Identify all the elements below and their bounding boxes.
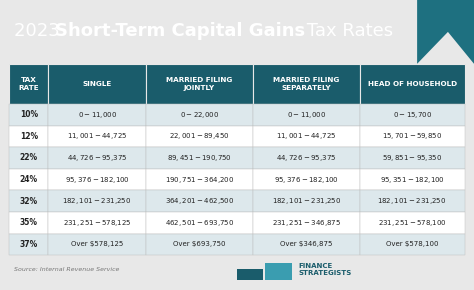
Text: $0  -  $22,000: $0 - $22,000 (180, 110, 219, 120)
Bar (48, 64, 146, 104)
Bar (146, 126, 253, 147)
Text: MARRIED FILING
JOINTLY: MARRIED FILING JOINTLY (166, 77, 233, 91)
Bar (253, 147, 360, 169)
Text: $0  -  $11,000: $0 - $11,000 (287, 110, 326, 120)
Bar (9, 64, 48, 104)
Bar (146, 191, 253, 212)
Text: TAX
RATE: TAX RATE (18, 77, 39, 91)
Bar (146, 64, 253, 104)
Bar (253, 212, 360, 234)
Bar (9, 234, 48, 255)
Bar (9, 212, 48, 234)
Text: $15,701  -  $59,850: $15,701 - $59,850 (382, 131, 442, 142)
Bar (48, 104, 146, 126)
Text: 10%: 10% (20, 110, 38, 119)
Text: $11,001  -  $44,725: $11,001 - $44,725 (67, 131, 127, 142)
Text: $95,351  -  $182,100: $95,351 - $182,100 (380, 175, 445, 185)
Text: $0  -  $15,700: $0 - $15,700 (392, 110, 432, 120)
Text: $89,451  -  $190,750: $89,451 - $190,750 (167, 153, 232, 163)
Bar (253, 191, 360, 212)
Text: Source: Internal Revenue Service: Source: Internal Revenue Service (14, 267, 119, 272)
Bar (360, 147, 465, 169)
Text: $231,251  -  $578,100: $231,251 - $578,100 (378, 218, 447, 228)
Bar (253, 64, 360, 104)
Text: $22,001  -  $89,450: $22,001 - $89,450 (169, 131, 230, 142)
Bar (360, 234, 465, 255)
Text: $231,251  -  $578,125: $231,251 - $578,125 (63, 218, 131, 228)
Bar (360, 169, 465, 191)
Bar (253, 169, 360, 191)
Text: Over $578,125: Over $578,125 (71, 241, 123, 247)
Bar (360, 191, 465, 212)
Text: $182,101  -  $231,250: $182,101 - $231,250 (272, 196, 341, 206)
Bar (146, 234, 253, 255)
Bar (146, 212, 253, 234)
Polygon shape (417, 0, 474, 64)
Text: 32%: 32% (20, 197, 38, 206)
Bar (360, 212, 465, 234)
Polygon shape (237, 269, 263, 280)
Text: $11,001  -  $44,725: $11,001 - $44,725 (276, 131, 337, 142)
Bar (253, 234, 360, 255)
Text: SINGLE: SINGLE (82, 81, 112, 87)
Bar (9, 147, 48, 169)
Bar (9, 104, 48, 126)
Text: $182,101  -  $231,250: $182,101 - $231,250 (377, 196, 447, 206)
Bar (146, 104, 253, 126)
Bar (48, 191, 146, 212)
Text: Tax Rates: Tax Rates (301, 22, 393, 40)
Text: 37%: 37% (20, 240, 38, 249)
Text: 22%: 22% (20, 153, 38, 162)
Text: 12%: 12% (20, 132, 38, 141)
Bar (48, 234, 146, 255)
Text: $59,851  -  $95,350: $59,851 - $95,350 (382, 153, 442, 163)
Text: $231,251  -  $346,875: $231,251 - $346,875 (272, 218, 341, 228)
Bar (48, 126, 146, 147)
Bar (9, 191, 48, 212)
Bar (360, 126, 465, 147)
Text: Over $693,750: Over $693,750 (173, 241, 226, 247)
Text: $0  -  $11,000: $0 - $11,000 (78, 110, 117, 120)
Text: $44,726  -  $95,375: $44,726 - $95,375 (276, 153, 337, 163)
Bar (146, 169, 253, 191)
Text: $462,501  -  $693,750: $462,501 - $693,750 (165, 218, 234, 228)
Text: 2023: 2023 (14, 22, 66, 40)
Bar (9, 169, 48, 191)
Text: $190,751  -  $364,200: $190,751 - $364,200 (165, 175, 234, 185)
Text: $364,201  -  $462,500: $364,201 - $462,500 (165, 196, 234, 206)
Bar (253, 104, 360, 126)
Bar (146, 147, 253, 169)
Text: Over $346,875: Over $346,875 (280, 241, 333, 247)
Bar (48, 212, 146, 234)
Text: $44,726  -  $95,375: $44,726 - $95,375 (67, 153, 127, 163)
Text: Short-Term Capital Gains: Short-Term Capital Gains (55, 22, 305, 40)
Polygon shape (265, 263, 292, 280)
Bar (253, 126, 360, 147)
Text: HEAD OF HOUSEHOLD: HEAD OF HOUSEHOLD (368, 81, 457, 87)
Text: MARRIED FILING
SEPARATELY: MARRIED FILING SEPARATELY (273, 77, 339, 91)
Bar (360, 64, 465, 104)
Text: 24%: 24% (20, 175, 38, 184)
Text: $182,101  -  $231,250: $182,101 - $231,250 (63, 196, 132, 206)
Text: FINANCE
STRATEGISTS: FINANCE STRATEGISTS (299, 263, 352, 276)
Text: Over $578,100: Over $578,100 (386, 241, 438, 247)
Text: 35%: 35% (20, 218, 38, 227)
Bar (48, 169, 146, 191)
Bar (48, 147, 146, 169)
Text: $95,376  -  $182,100: $95,376 - $182,100 (64, 175, 129, 185)
Bar (360, 104, 465, 126)
Bar (9, 126, 48, 147)
Text: $95,376  -  $182,100: $95,376 - $182,100 (274, 175, 339, 185)
